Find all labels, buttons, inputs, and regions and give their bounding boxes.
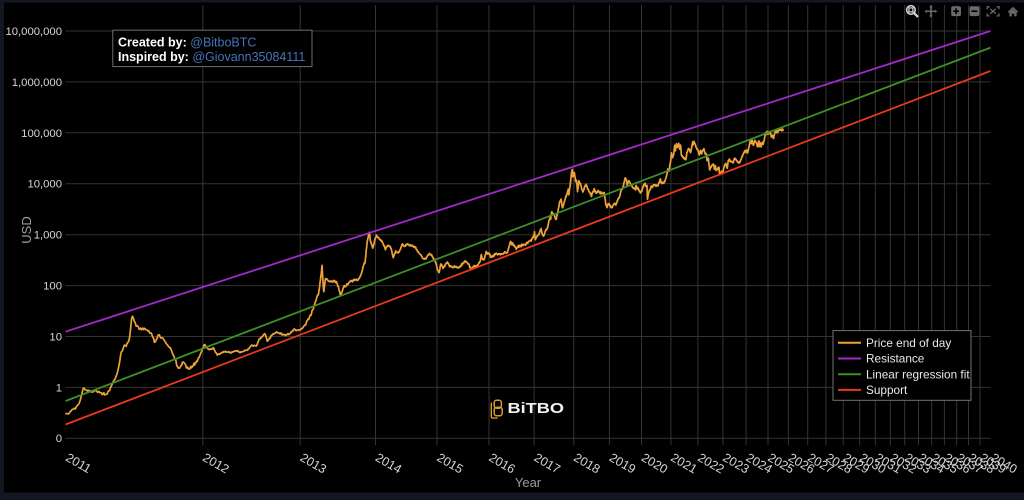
svg-text:USD: USD [19,216,34,243]
svg-text:10,000,000: 10,000,000 [5,26,62,38]
svg-text:0: 0 [56,433,62,445]
svg-text:Support: Support [866,383,908,397]
svg-text:Year: Year [515,475,542,490]
svg-text:1,000: 1,000 [34,230,62,242]
svg-text:10: 10 [49,331,62,343]
svg-text:1,000,000: 1,000,000 [12,77,62,89]
svg-text:Linear regression fit: Linear regression fit [866,367,970,381]
svg-text:BiTBO: BiTBO [508,400,565,417]
svg-text:10,000: 10,000 [27,179,62,191]
svg-text:Inspired by: @Giovann35084111: Inspired by: @Giovann35084111 [118,50,305,64]
svg-text:1: 1 [56,382,62,394]
svg-text:100: 100 [43,281,62,293]
svg-text:Price end of day: Price end of day [866,336,951,350]
svg-text:100,000: 100,000 [21,128,62,140]
svg-text:Resistance: Resistance [866,352,925,366]
svg-text:Created by: @BitboBTC: Created by: @BitboBTC [118,35,256,49]
